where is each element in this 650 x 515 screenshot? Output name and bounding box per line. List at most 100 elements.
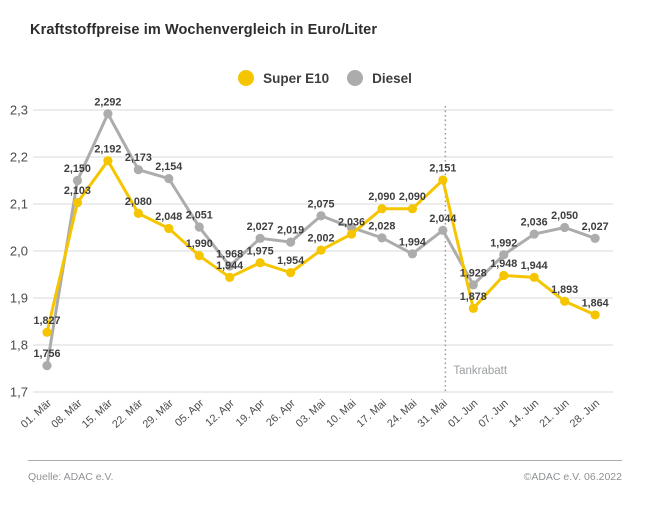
diesel-data-label: 2,292 [94, 96, 121, 108]
super-e10-data-point [499, 270, 509, 281]
diesel-data-point [316, 211, 326, 221]
super-e10-data-point [42, 327, 52, 337]
super-e10-data-point [286, 268, 296, 278]
x-axis-tick-label: 07. Jun [476, 397, 510, 430]
diesel-data-label: 2,173 [125, 152, 152, 164]
y-axis-tick-label: 1,8 [10, 338, 28, 353]
x-axis-tick-label: 29. Mär [141, 397, 177, 431]
diesel-data-point [499, 250, 509, 260]
super-e10-data-label: 2,002 [308, 233, 335, 245]
y-axis-tick-label: 2,2 [10, 150, 28, 165]
super-e10-data-label: 1,864 [582, 297, 609, 309]
copyright-note: ©ADAC e.V. 06.2022 [523, 471, 622, 483]
y-axis-tick-label: 2,0 [10, 244, 28, 259]
super-e10-data-point [560, 296, 570, 306]
x-axis-tick-label: 28. Jun [568, 397, 602, 430]
diesel-data-label: 1,928 [460, 267, 487, 279]
legend-label-super-e10: Super E10 [263, 70, 330, 86]
x-axis-tick-label: 08. Mär [49, 397, 85, 431]
x-axis-tick-label: 21. Jun [537, 397, 571, 430]
super-e10-data-point [72, 197, 83, 208]
x-axis-tick-label: 12. Apr [203, 397, 237, 429]
diesel-data-point [164, 174, 174, 184]
super-e10-data-label: 2,090 [399, 191, 426, 203]
diesel-data-point [286, 237, 296, 247]
super-e10-data-point [316, 245, 326, 255]
tankrabatt-annotation-label: Tankrabatt [453, 365, 508, 377]
x-axis-tick-label: 01. Mär [19, 397, 55, 431]
diesel-data-label: 2,028 [368, 220, 395, 232]
x-axis-tick-label: 05. Apr [173, 397, 207, 429]
y-axis-tick-label: 2,3 [10, 103, 28, 118]
diesel-data-point [468, 280, 478, 290]
super-e10-data-point [346, 229, 357, 239]
diesel-data-point [103, 109, 113, 119]
source-note: Quelle: ADAC e.V. [28, 471, 114, 483]
super-e10-data-label: 2,048 [155, 211, 182, 223]
super-e10-data-point [377, 204, 387, 214]
diesel-data-label: 2,027 [582, 221, 609, 233]
diesel-data-label: 1,756 [33, 348, 60, 360]
super-e10-data-label: 2,036 [338, 217, 365, 229]
x-axis-tick-label: 26. Apr [264, 397, 298, 429]
x-axis-tick-label: 14. Jun [507, 397, 541, 430]
diesel-data-label: 1,992 [490, 237, 517, 249]
diesel-data-point [407, 249, 417, 259]
footer: Quelle: ADAC e.V. ©ADAC e.V. 06.2022 [28, 471, 622, 483]
y-axis-tick-label: 1,7 [10, 385, 28, 400]
super-e10-data-point [407, 204, 417, 214]
legend: Super E10 Diesel [0, 70, 650, 86]
super-e10-data-label: 1,954 [277, 255, 304, 267]
super-e10-data-point [255, 258, 265, 268]
super-e10-data-point [194, 251, 204, 261]
diesel-data-point [438, 225, 448, 235]
diesel-data-label: 2,075 [308, 198, 335, 210]
x-axis-tick-label: 01. Jun [446, 397, 480, 430]
diesel-data-label: 2,050 [551, 210, 578, 222]
legend-label-diesel: Diesel [372, 70, 412, 86]
super-e10-data-label: 2,192 [94, 143, 121, 155]
diesel-swatch-icon [347, 70, 364, 86]
super-e10-data-label: 2,090 [368, 191, 395, 203]
x-axis-tick-label: 17. Mai [355, 397, 389, 430]
super-e10-data-point [225, 272, 235, 282]
super-e10-data-point [133, 208, 143, 218]
super-e10-data-point [529, 272, 539, 282]
super-e10-data-point [164, 223, 174, 234]
legend-item-diesel: Diesel [347, 70, 412, 86]
super-e10-data-point [438, 175, 448, 185]
diesel-data-point [225, 261, 235, 271]
diesel-data-point [42, 361, 52, 371]
super-e10-data-label: 2,151 [429, 163, 456, 175]
diesel-data-point [377, 233, 387, 243]
super-e10-data-label: 1,944 [216, 260, 243, 272]
super-e10-swatch-icon [238, 70, 255, 86]
diesel-data-label: 2,150 [64, 163, 91, 175]
diesel-data-point [529, 229, 539, 239]
diesel-data-point [255, 233, 265, 243]
footer-divider [28, 460, 622, 461]
diesel-data-label: 1,968 [216, 249, 243, 261]
diesel-data-label: 1,994 [399, 236, 426, 248]
diesel-data-point [194, 222, 204, 232]
diesel-data-label: 2,027 [247, 221, 274, 233]
y-axis-tick-label: 1,9 [10, 291, 28, 306]
chart-title: Kraftstoffpreise im Wochenvergleich in E… [30, 22, 378, 38]
super-e10-data-label: 1,893 [551, 284, 578, 296]
diesel-data-label: 2,044 [429, 213, 456, 225]
diesel-data-point [590, 233, 600, 243]
diesel-data-point [560, 222, 570, 233]
super-e10-data-label: 1,944 [521, 260, 548, 272]
y-axis-tick-label: 2,1 [10, 197, 28, 212]
super-e10-data-label: 2,080 [125, 196, 152, 208]
x-axis-tick-label: 22. Mär [110, 397, 146, 431]
super-e10-data-label: 2,103 [64, 185, 91, 197]
super-e10-data-point [468, 303, 478, 313]
legend-item-super-e10: Super E10 [238, 70, 329, 86]
diesel-data-point [133, 165, 143, 175]
x-axis-tick-label: 15. Mär [80, 397, 116, 431]
super-e10-data-label: 1,990 [186, 238, 213, 250]
super-e10-data-label: 1,948 [490, 258, 517, 270]
